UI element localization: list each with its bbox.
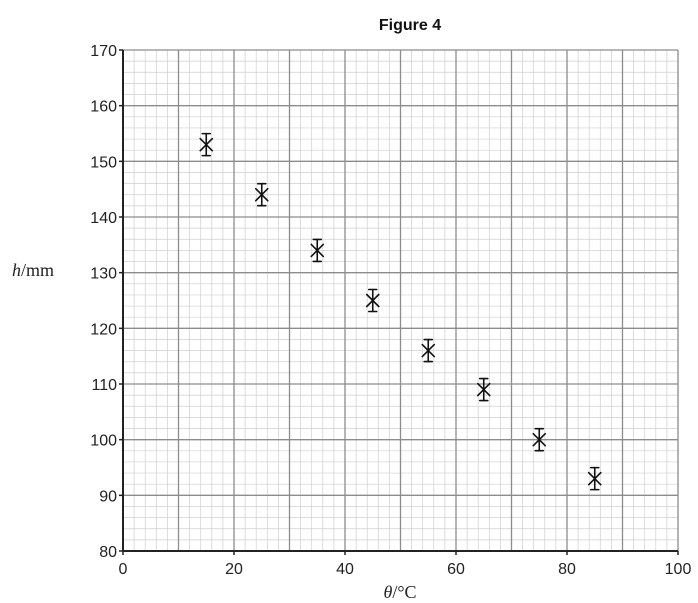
x-tick-label: 0 xyxy=(119,561,128,578)
x-axis-variable: θ xyxy=(383,582,392,602)
y-axis-variable: h xyxy=(12,260,21,280)
y-axis-label: h/mm xyxy=(12,260,54,280)
axes xyxy=(122,50,678,552)
data-point xyxy=(254,182,269,207)
data-point xyxy=(421,338,436,363)
y-tick-label: 120 xyxy=(90,321,117,338)
x-tick-label: 100 xyxy=(665,561,692,578)
x-axis-unit: /°C xyxy=(392,582,416,602)
data-points xyxy=(199,132,602,491)
data-point xyxy=(199,132,214,157)
data-point xyxy=(310,238,325,263)
y-tick-label: 150 xyxy=(90,154,117,171)
x-axis-label: θ/°C xyxy=(383,582,416,602)
y-tick-label: 130 xyxy=(90,266,117,283)
y-tick-label: 140 xyxy=(90,210,117,227)
y-tick-label: 110 xyxy=(91,377,117,394)
y-tick-labels: 80 90 100 110 120 130 140 150 160 170 xyxy=(90,43,123,561)
x-tick-labels: 0 20 40 60 80 100 xyxy=(119,551,692,578)
x-tick-label: 20 xyxy=(225,561,243,578)
y-tick-label: 90 xyxy=(99,488,117,505)
data-point xyxy=(532,427,547,452)
data-point xyxy=(365,288,380,313)
x-tick-label: 40 xyxy=(336,561,354,578)
y-tick-label: 80 xyxy=(99,544,117,561)
y-tick-label: 160 xyxy=(90,99,117,116)
x-tick-label: 80 xyxy=(558,561,576,578)
y-axis-unit: /mm xyxy=(21,260,54,280)
x-tick-label: 60 xyxy=(447,561,465,578)
y-tick-label: 100 xyxy=(90,433,117,450)
data-point xyxy=(476,377,491,402)
y-tick-label: 170 xyxy=(90,43,117,60)
chart-title: Figure 4 xyxy=(379,17,441,34)
data-point xyxy=(587,466,602,491)
